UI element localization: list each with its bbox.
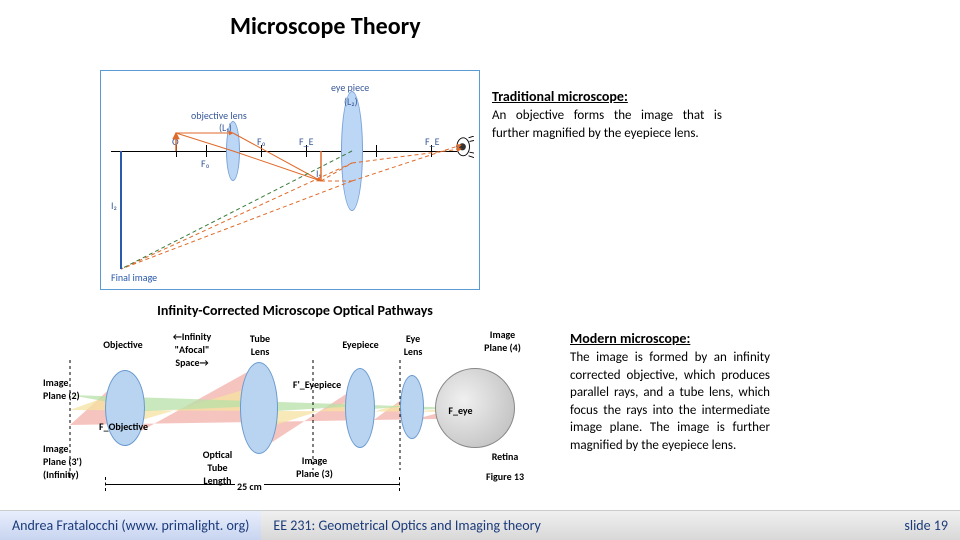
footer: Andrea Fratalocchi (www. primalight. org… xyxy=(0,510,960,540)
lbl-feye: F_eye xyxy=(443,404,478,417)
lbl-figure: Figure 13 xyxy=(475,470,535,483)
heading-modern: Modern microscope: xyxy=(570,330,770,347)
objective-lens-icon xyxy=(105,370,145,446)
ray-paths xyxy=(101,71,479,289)
lbl-fobj: F_Objective xyxy=(99,420,169,433)
tube-lens-icon xyxy=(240,362,278,454)
footer-course: EE 231: Geometrical Optics and Imaging t… xyxy=(261,510,892,540)
lbl-image3p: Image Plane (3') (Infinity) xyxy=(43,442,103,481)
eyepiece-lens-icon xyxy=(345,368,375,448)
footer-author: Andrea Fratalocchi (www. primalight. org… xyxy=(0,510,261,540)
lbl-objective: Objective xyxy=(93,338,153,351)
diagram2-title: Infinity-Corrected Microscope Optical Pa… xyxy=(55,302,535,319)
eye-lens-icon xyxy=(400,375,424,439)
diagram-modern: Infinity-Corrected Microscope Optical Pa… xyxy=(55,320,535,495)
slide-title: Microscope Theory xyxy=(230,12,421,41)
lbl-tube: Tube Lens xyxy=(235,332,285,358)
diagram-traditional: eye piece (L₂) objective lens (L₁) O F₀ … xyxy=(100,70,480,290)
lbl-afocal: ←Infinity "Afocal" Space→ xyxy=(157,330,227,369)
lbl-eyepiece: Eyepiece xyxy=(333,338,388,351)
text-modern: Modern microscope: The image is formed b… xyxy=(570,330,770,454)
lbl-image2: Image Plane (2) xyxy=(43,376,98,402)
body-traditional: An objective forms the image that is fur… xyxy=(492,107,722,142)
lbl-image4: Image Plane (4) xyxy=(475,328,530,354)
dimension-label: 25 cm xyxy=(235,480,264,493)
lbl-fep: F'_Eyepiece xyxy=(287,378,347,391)
lbl-eyelens: Eye Lens xyxy=(393,332,433,358)
footer-slide: slide 19 xyxy=(892,510,960,540)
heading-traditional: Traditional microscope: xyxy=(492,88,722,105)
body-modern: The image is formed by an infinity corre… xyxy=(570,349,770,454)
text-traditional: Traditional microscope: An objective for… xyxy=(492,88,722,142)
lbl-retina: Retina xyxy=(480,450,530,463)
